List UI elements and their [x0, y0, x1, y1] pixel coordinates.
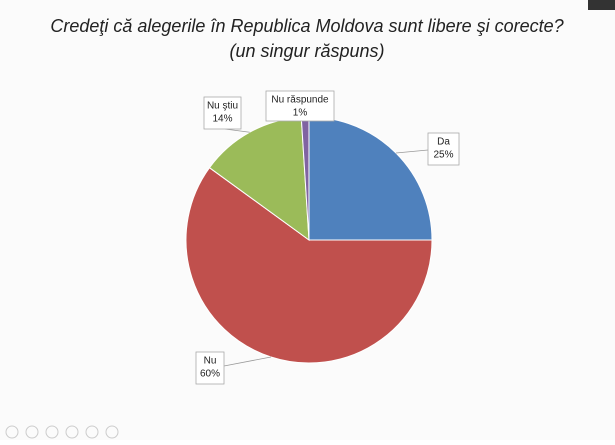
- toolbar-button[interactable]: [45, 425, 59, 439]
- chart-title: Credeţi că alegerile în Republica Moldov…: [50, 16, 563, 36]
- slice-value-label: 60%: [200, 369, 220, 380]
- leader-line: [395, 149, 429, 154]
- toolbar: [5, 425, 119, 439]
- leader-line: [224, 128, 250, 133]
- label-box: [265, 90, 335, 122]
- corner-overlay: [588, 0, 615, 10]
- leader-line: [223, 356, 272, 367]
- slice-value-label: 14%: [212, 114, 232, 125]
- label-box: [195, 351, 225, 385]
- slice-label: Nu răspunde: [271, 95, 329, 106]
- pie-slice: [185, 167, 433, 364]
- toolbar-button[interactable]: [105, 425, 119, 439]
- toolbar-button[interactable]: [25, 425, 39, 439]
- slice-value-label: 1%: [293, 108, 308, 119]
- label-box: [203, 96, 242, 130]
- chart-subtitle: (un singur răspuns): [229, 41, 384, 61]
- toolbar-button[interactable]: [5, 425, 19, 439]
- toolbar-button[interactable]: [65, 425, 79, 439]
- label-box: [427, 132, 460, 166]
- slice-label: Da: [437, 137, 450, 148]
- slice-label: Nu: [204, 356, 217, 367]
- toolbar-button[interactable]: [85, 425, 99, 439]
- slice-label: Nu ştiu: [207, 101, 238, 112]
- slice-value-label: 25%: [433, 150, 453, 161]
